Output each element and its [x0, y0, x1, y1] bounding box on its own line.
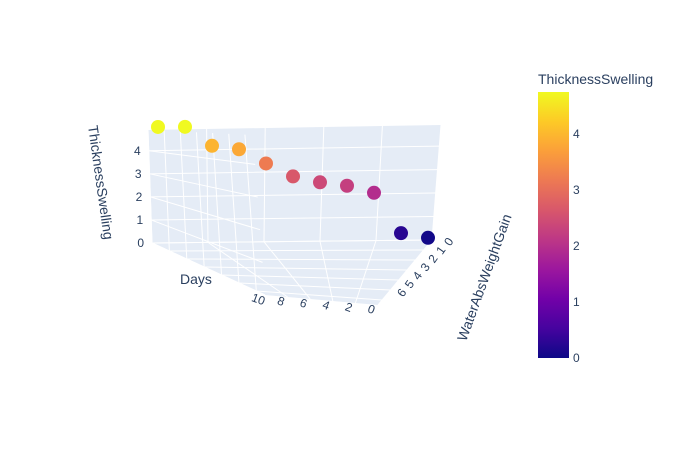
data-point[interactable]	[286, 169, 300, 184]
data-point[interactable]	[232, 142, 246, 157]
data-point[interactable]	[151, 119, 165, 134]
colorbar-tick-label: 2	[573, 239, 580, 253]
x-tick-label: 8	[275, 294, 286, 310]
data-point[interactable]	[178, 119, 192, 134]
data-point[interactable]	[340, 178, 354, 193]
data-point[interactable]	[421, 230, 435, 245]
data-point[interactable]	[313, 175, 327, 190]
x-axis-title: Days	[180, 271, 212, 287]
data-point[interactable]	[205, 138, 219, 153]
data-point[interactable]	[259, 156, 273, 171]
data-point[interactable]	[367, 185, 381, 200]
z-axis-title: ThicknessSwelling	[85, 124, 117, 240]
colorbar	[538, 92, 569, 358]
data-point[interactable]	[394, 226, 408, 241]
z-tick-label: 1	[136, 213, 143, 227]
colorbar-tick-label: 0	[573, 351, 580, 365]
x-tick-label: 0	[366, 302, 377, 318]
colorbar-tick-label: 3	[573, 183, 580, 197]
colorbar-tick-label: 4	[573, 127, 580, 141]
z-tick-label: 2	[136, 190, 143, 204]
y-tick-label: 0	[441, 235, 456, 249]
colorbar-ticks: 0 1 2 3 4	[573, 127, 580, 365]
x-tick-label: 2	[343, 300, 354, 316]
x-tick-label: 6	[298, 296, 309, 312]
data-points	[151, 119, 435, 245]
z-tick-label: 0	[137, 236, 144, 250]
z-tick-label: 3	[135, 167, 142, 181]
z-axis-ticks: 0 1 2 3 4	[134, 144, 144, 250]
x-tick-label: 4	[321, 298, 332, 314]
y-axis-title: WaterAbsWeightGain	[454, 212, 515, 343]
x-tick-label: 10	[250, 290, 268, 308]
z-tick-label: 4	[134, 144, 141, 158]
colorbar-title: ThicknessSwelling	[538, 71, 653, 87]
colorbar-tick-label: 1	[573, 295, 580, 309]
gridlines	[147, 124, 442, 306]
